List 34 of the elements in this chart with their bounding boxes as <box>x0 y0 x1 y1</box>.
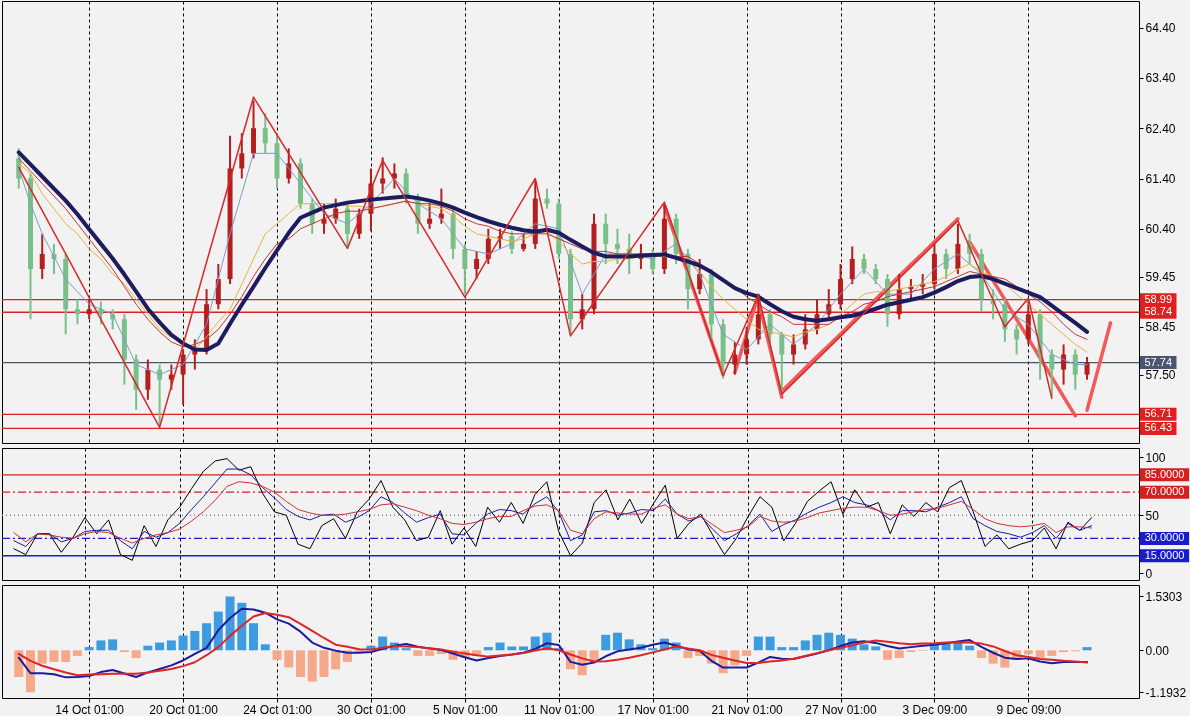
x-tick-label: 20 Oct 01:00 <box>149 702 219 716</box>
x-tick-label: 24 Oct 01:00 <box>243 702 313 716</box>
y-tick-label: 0.00 <box>1145 643 1170 658</box>
x-tick-label: 17 Nov 01:00 <box>617 702 690 716</box>
x-tick-label: 3 Dec 09:00 <box>902 702 968 716</box>
y-tick-label: 58.45 <box>1145 320 1176 335</box>
y-tick-label: 63.40 <box>1145 71 1176 86</box>
ref-line-label: 30.0000 <box>1144 531 1185 544</box>
y-tick-label: 57.50 <box>1145 368 1176 383</box>
y-tick-label: 0 <box>1145 566 1153 581</box>
x-tick-label: 11 Nov 01:00 <box>524 702 595 716</box>
y-tick-label: 61.40 <box>1145 172 1176 186</box>
x-tick-label: 9 Dec 09:00 <box>996 702 1062 716</box>
y-tick-label: 100 <box>1145 450 1166 465</box>
ref-line-label: 58.99 <box>1144 292 1173 305</box>
ref-line-label: 15.0000 <box>1144 548 1185 561</box>
y-tick-label: 60.40 <box>1145 222 1176 237</box>
y-tick-label: 50 <box>1145 508 1160 523</box>
ref-line-label: 70.0000 <box>1144 485 1185 498</box>
x-tick-label: 30 Oct 01:00 <box>337 702 407 716</box>
x-tick-label: 14 Oct 01:00 <box>55 702 125 716</box>
ref-line-label: 58.74 <box>1144 305 1173 318</box>
ref-line-label: 56.43 <box>1144 421 1173 434</box>
ref-line-label: 85.0000 <box>1144 467 1185 480</box>
ref-line-label: 56.71 <box>1144 407 1173 420</box>
y-tick-label: 59.45 <box>1145 270 1176 285</box>
y-tick-label: -1.1932 <box>1145 685 1187 700</box>
x-tick-label: 5 Nov 01:00 <box>432 702 499 716</box>
y-tick-label: 1.5303 <box>1145 589 1183 604</box>
x-tick-label: 21 Nov 01:00 <box>711 702 784 716</box>
y-tick-label: 62.40 <box>1145 121 1176 136</box>
ref-line-label: 57.74 <box>1144 355 1173 368</box>
y-tick-label: 64.40 <box>1145 21 1176 36</box>
x-tick-label: 27 Nov 01:00 <box>805 702 878 716</box>
